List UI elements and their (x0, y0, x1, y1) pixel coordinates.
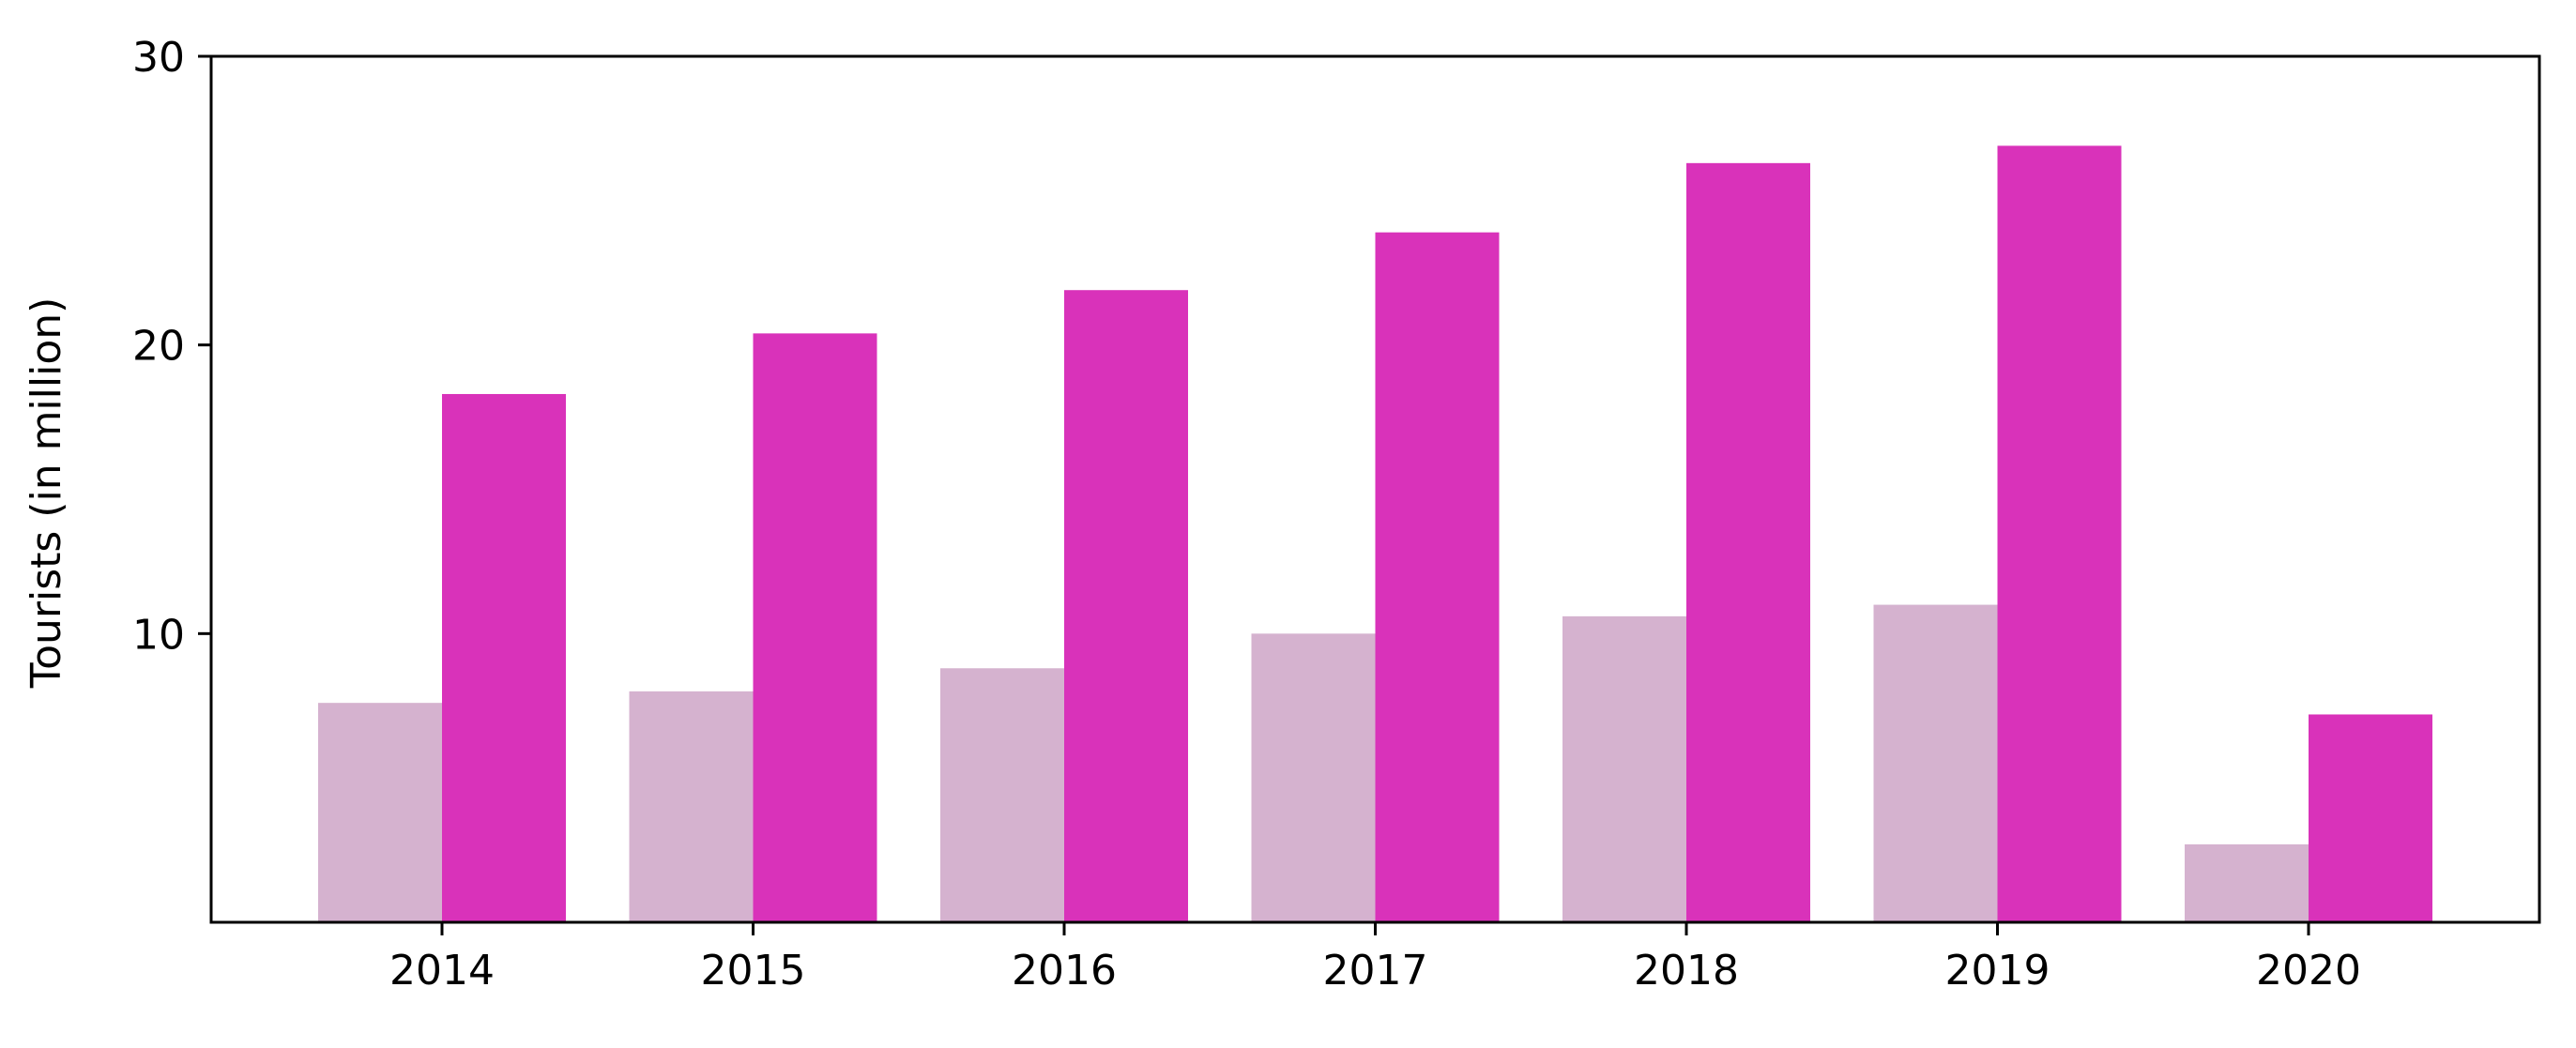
bar-series-2-2019 (1997, 145, 2122, 923)
bar-series-1-2018 (1562, 615, 1686, 922)
bar-series-2-2016 (1064, 290, 1188, 923)
bar-series-1-2014 (318, 703, 442, 922)
x-tick-label-2015: 2015 (701, 947, 806, 995)
bar-series-2-2020 (2309, 714, 2432, 922)
y-tick-label-10: 10 (132, 611, 185, 659)
y-tick-label-20: 20 (132, 323, 185, 371)
bar-series-2-2018 (1686, 162, 1810, 922)
bar-series-1-2020 (2185, 843, 2309, 922)
bar-series-1-2019 (1873, 604, 1998, 922)
x-tick-label-2020: 2020 (2256, 947, 2361, 995)
x-tick-label-2019: 2019 (1945, 947, 2050, 995)
x-tick-label-2014: 2014 (389, 947, 495, 995)
x-tick-label-2018: 2018 (1634, 947, 1739, 995)
x-tick-label-2016: 2016 (1012, 947, 1117, 995)
bar-series-2-2014 (442, 393, 566, 923)
bar-series-1-2016 (940, 668, 1064, 922)
axes-layer: 2014 2015 2016 2017 2018 2019 2020 10 20 30 (132, 34, 2541, 995)
bars-layer (318, 145, 2432, 923)
y-axis-label: Tourists (in million) (23, 297, 70, 690)
bar-series-1-2015 (629, 691, 754, 922)
bar-series-1-2017 (1251, 633, 1376, 922)
bar-series-2-2015 (753, 333, 877, 922)
bar-series-2-2017 (1375, 232, 1500, 923)
x-tick-label-2017: 2017 (1323, 947, 1428, 995)
y-tick-label-30: 30 (132, 34, 185, 82)
